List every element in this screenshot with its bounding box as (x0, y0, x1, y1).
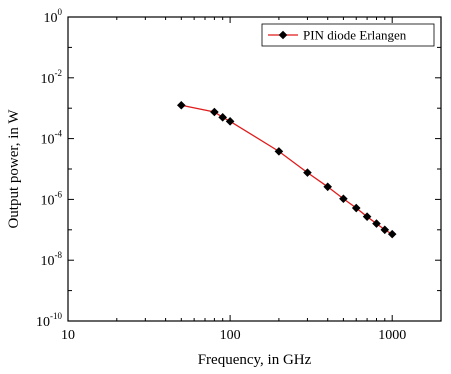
data-point (225, 117, 235, 126)
x-axis-title: Frequency, in GHz (198, 352, 312, 368)
legend: PIN diode Erlangen (261, 23, 435, 47)
y-tick-label: 100 (44, 7, 63, 26)
data-point (387, 229, 397, 239)
legend-marker (278, 30, 288, 40)
plot-frame (67, 16, 442, 322)
y-tick-label: 10-4 (41, 129, 63, 148)
x-tick-label: 10 (61, 328, 75, 343)
data-point (210, 107, 219, 117)
series-layer (177, 100, 397, 239)
data-point (362, 212, 372, 221)
data-point (351, 203, 361, 213)
legend-label: PIN diode Erlangen (303, 28, 407, 43)
data-point (339, 194, 348, 204)
y-tick-label: 10-10 (36, 311, 62, 330)
data-point (177, 100, 186, 110)
legend-box (261, 23, 435, 47)
y-tick-label: 10-8 (41, 250, 63, 269)
data-point (274, 147, 284, 156)
data-point (218, 113, 227, 122)
data-point (372, 219, 381, 228)
data-point (303, 168, 312, 177)
series-line (181, 104, 393, 235)
y-tick-label: 10-2 (41, 68, 63, 87)
y-tick-label: 10-6 (41, 189, 63, 208)
plot-axes: 10 100 1000 100 10-2 10-4 10-6 10-8 10-10 (36, 7, 442, 343)
x-tick-label: 1000 (378, 328, 406, 343)
data-point (323, 182, 332, 192)
y-axis-title: Output power, in W (6, 109, 22, 229)
data-point (380, 225, 390, 235)
x-tick-label: 100 (220, 328, 241, 343)
